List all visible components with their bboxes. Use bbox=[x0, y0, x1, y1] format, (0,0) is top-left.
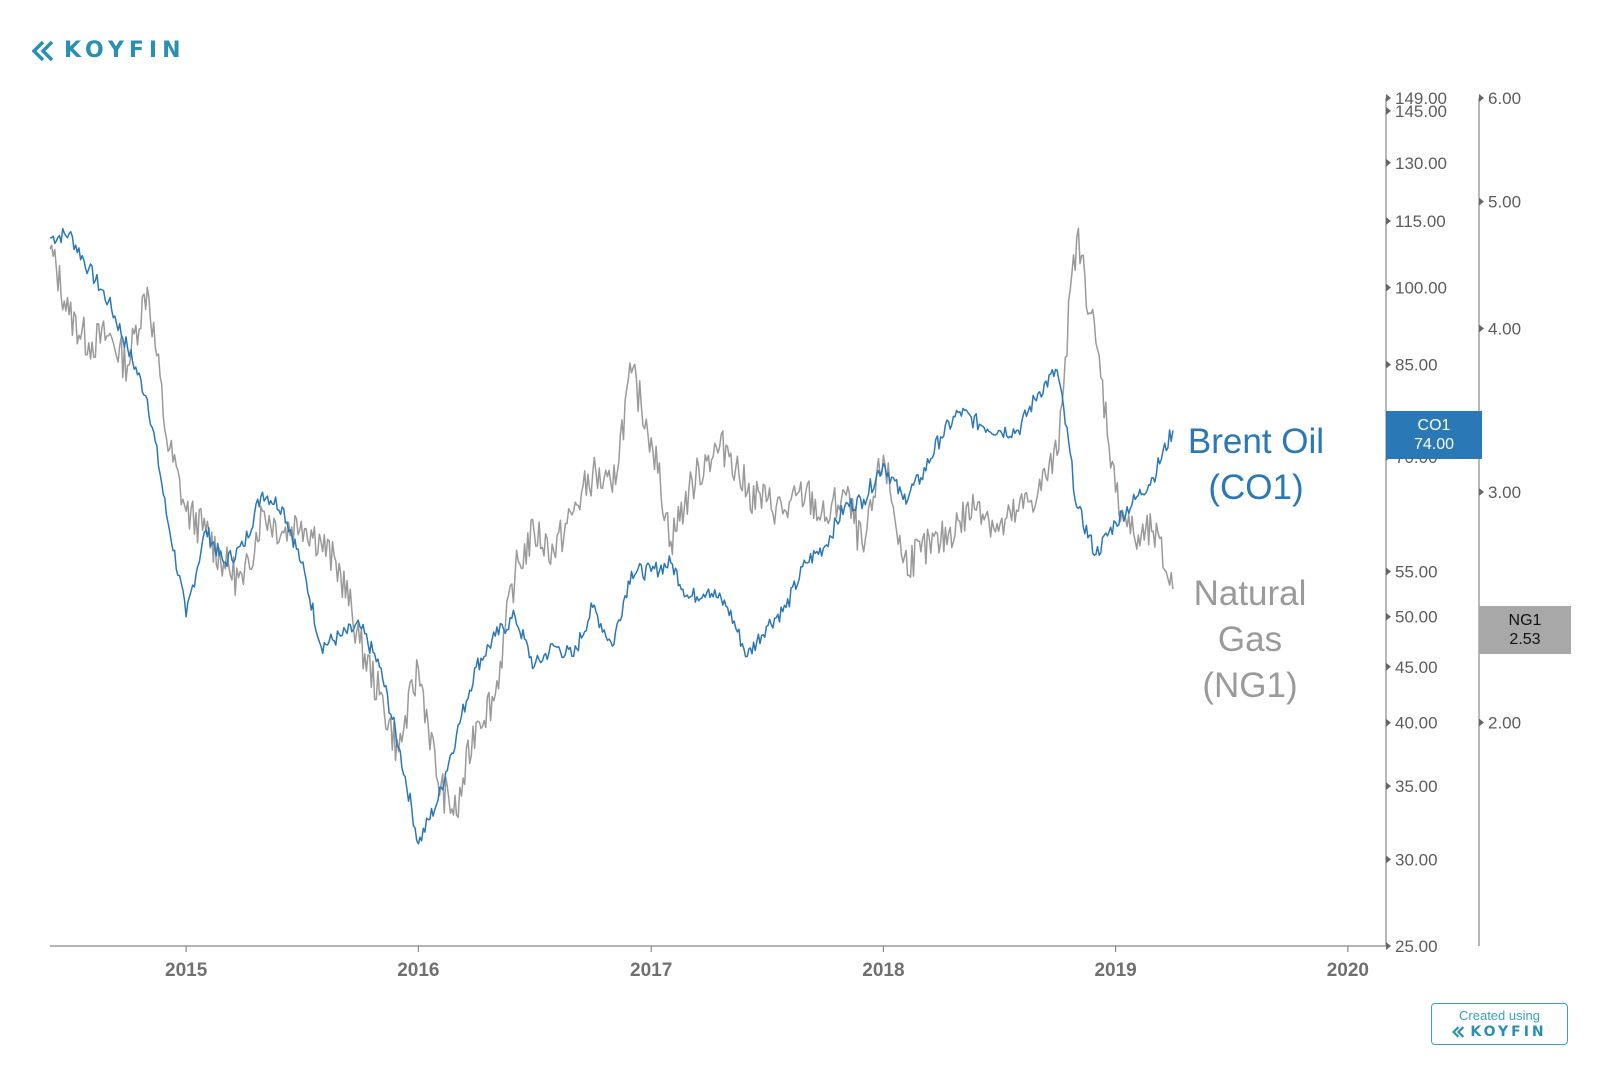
y-tick-arrow bbox=[1386, 283, 1391, 292]
badge-ng1 bbox=[1479, 606, 1571, 654]
y-tick-label: 45.00 bbox=[1395, 658, 1438, 677]
y-tick-arrow bbox=[1386, 106, 1391, 115]
y-tick-label: 5.00 bbox=[1488, 193, 1521, 212]
y-tick-arrow bbox=[1479, 94, 1484, 102]
badge-value: 74.00 bbox=[1414, 436, 1454, 453]
y-tick-label: 85.00 bbox=[1395, 356, 1438, 375]
x-tick-label: 2020 bbox=[1327, 960, 1369, 981]
badge-ticker: NG1 bbox=[1509, 612, 1542, 629]
x-tick-label: 2019 bbox=[1094, 960, 1136, 981]
y-tick-arrow bbox=[1386, 942, 1391, 950]
y-tick-arrow bbox=[1386, 855, 1391, 864]
y-tick-label: 35.00 bbox=[1395, 777, 1438, 796]
koyfin-logo: KOYFIN bbox=[32, 38, 186, 63]
axes bbox=[50, 98, 1480, 947]
series-line-co1 bbox=[49, 227, 1174, 845]
series-label-ng1: (NG1) bbox=[1202, 666, 1297, 705]
x-tick-label: 2015 bbox=[165, 960, 208, 981]
x-tick-label: 2017 bbox=[630, 960, 672, 981]
y-tick-label: 30.00 bbox=[1395, 850, 1438, 869]
y-tick-arrow bbox=[1479, 718, 1484, 727]
y-tick-arrow bbox=[1386, 94, 1391, 102]
y-tick-label: 55.00 bbox=[1395, 562, 1438, 581]
y-tick-label: 115.00 bbox=[1395, 212, 1446, 231]
y-tick-arrow bbox=[1386, 782, 1391, 791]
y-tick-label: 149.00 bbox=[1395, 89, 1447, 108]
y-tick-arrow bbox=[1386, 217, 1391, 226]
badge-co1 bbox=[1386, 411, 1482, 459]
brand-name: KOYFIN bbox=[64, 38, 186, 63]
y-tick-label: 40.00 bbox=[1395, 714, 1438, 733]
x-axis-ticks: 2015 2016 2017 2018 2019 2020 bbox=[165, 946, 1369, 981]
y-tick-label: 100.00 bbox=[1395, 278, 1447, 297]
ng1-axis-ticks: 6.00 5.00 4.00 3.00 2.00 bbox=[1479, 89, 1521, 733]
koyfin-chevrons-icon bbox=[32, 40, 54, 61]
y-tick-arrow bbox=[1386, 662, 1391, 671]
y-tick-arrow bbox=[1386, 567, 1391, 576]
badge-value: 2.53 bbox=[1509, 631, 1540, 648]
y-tick-label: 4.00 bbox=[1488, 320, 1521, 339]
badge-ticker: CO1 bbox=[1418, 417, 1451, 434]
credit-brand: KOYFIN bbox=[1470, 1024, 1547, 1040]
series-label-ng1: Gas bbox=[1218, 620, 1282, 659]
y-tick-label: 2.00 bbox=[1488, 714, 1521, 733]
y-tick-label: 50.00 bbox=[1395, 608, 1438, 627]
y-tick-arrow bbox=[1386, 360, 1391, 369]
koyfin-chevrons-icon bbox=[1452, 1026, 1465, 1038]
y-tick-arrow bbox=[1386, 158, 1391, 167]
last-value-badges: CO1 74.00 NG1 2.53 bbox=[1386, 411, 1571, 654]
y-tick-label: 25.00 bbox=[1395, 937, 1438, 956]
y-tick-label: 145.00 bbox=[1395, 102, 1447, 121]
y-tick-arrow bbox=[1386, 612, 1391, 621]
series-label-ng1: Natural bbox=[1194, 574, 1307, 613]
x-tick-label: 2018 bbox=[862, 960, 904, 981]
y-tick-label: 6.00 bbox=[1488, 89, 1521, 108]
y-tick-label: 130.00 bbox=[1395, 154, 1447, 173]
co1-axis-ticks: 149.00145.00130.00115.00100.0085.0070.00… bbox=[1386, 89, 1447, 956]
y-tick-label: 3.00 bbox=[1488, 483, 1521, 502]
created-using-text: Created using bbox=[1459, 1008, 1540, 1023]
y-tick-arrow bbox=[1386, 718, 1391, 727]
series-line-ng1 bbox=[49, 227, 1174, 819]
series-label-co1: (CO1) bbox=[1208, 468, 1303, 507]
created-using-badge[interactable]: Created using KOYFIN bbox=[1431, 1003, 1568, 1045]
series-label-co1: Brent Oil bbox=[1188, 422, 1324, 461]
y-tick-arrow bbox=[1479, 197, 1484, 206]
series-labels: Brent Oil (CO1) Natural Gas (NG1) bbox=[1188, 422, 1324, 705]
x-tick-label: 2016 bbox=[397, 960, 439, 981]
y-tick-arrow bbox=[1479, 324, 1484, 333]
series-lines bbox=[49, 227, 1174, 845]
y-tick-arrow bbox=[1479, 488, 1484, 497]
